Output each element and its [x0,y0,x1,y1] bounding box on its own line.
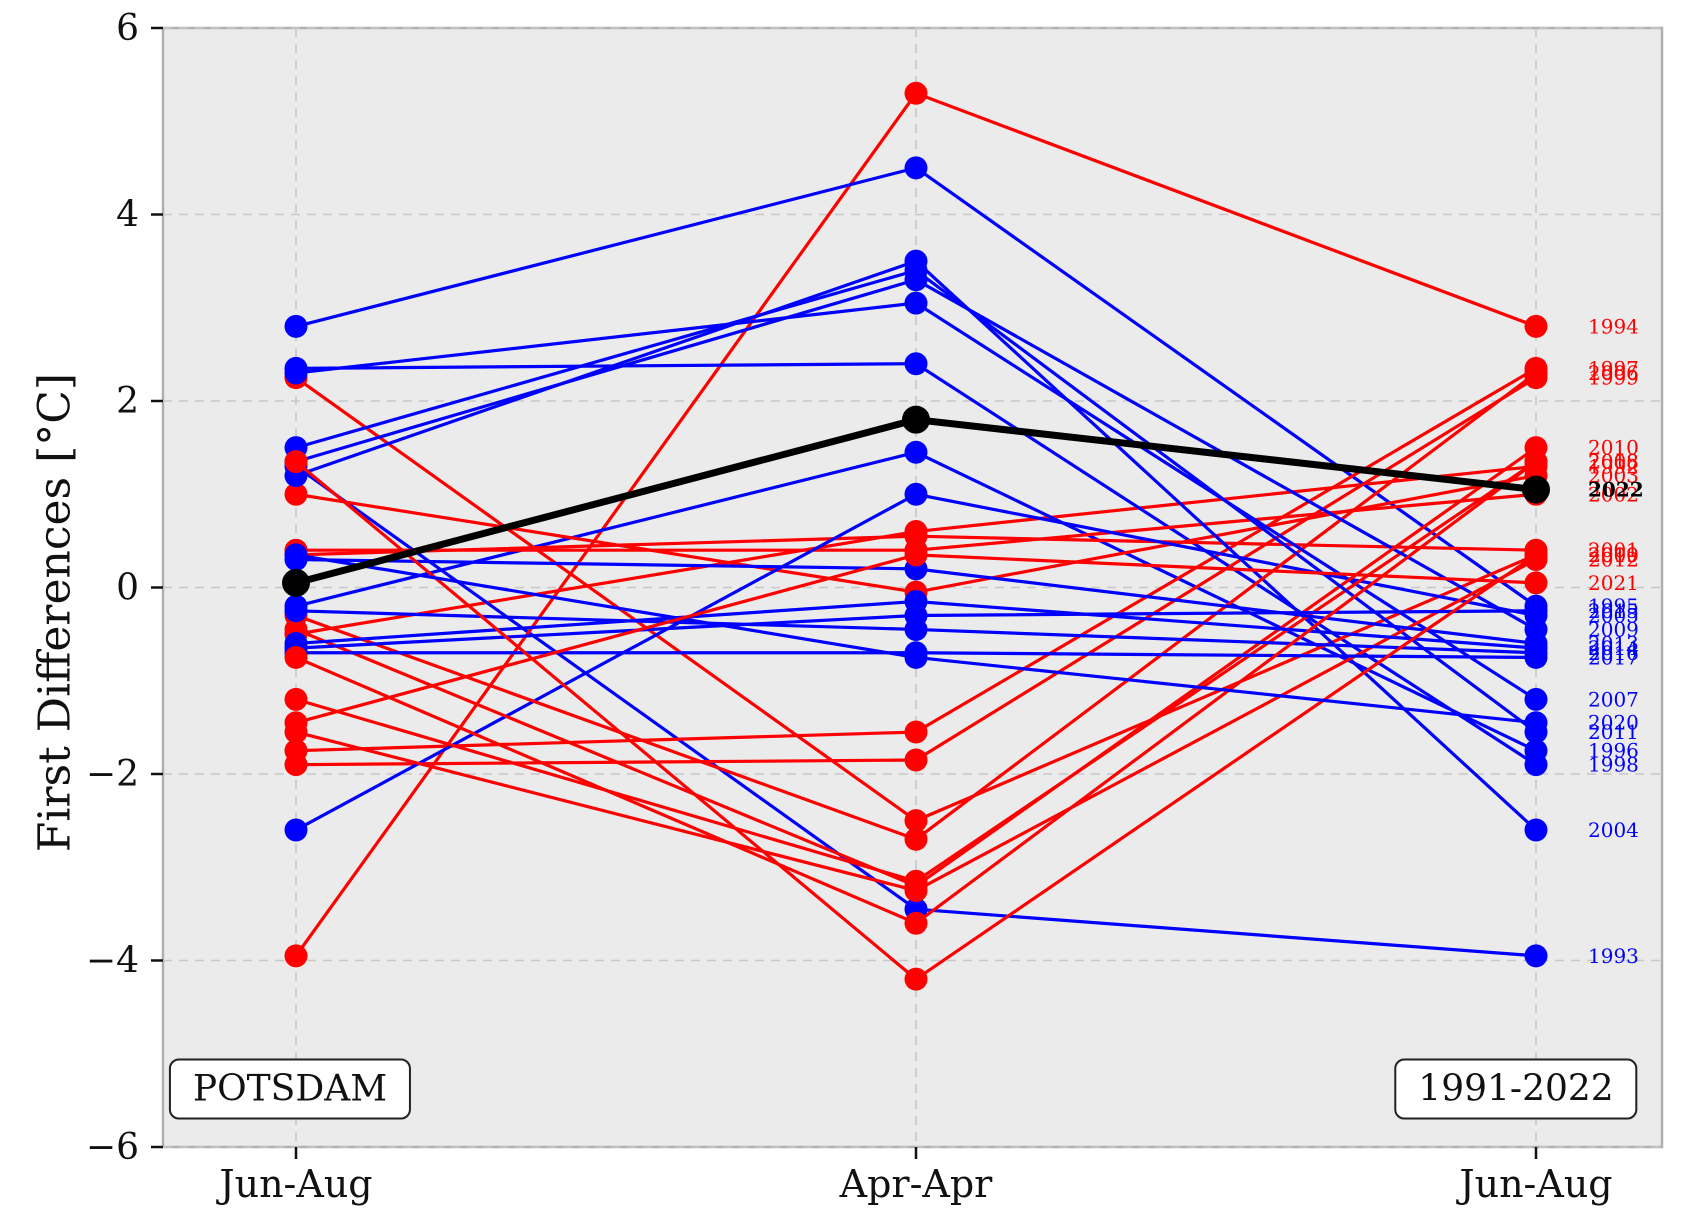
data-point-2006-1 [904,827,928,851]
year-label-2003: 2003 [1588,464,1639,488]
year-label-2019: 2019 [1588,543,1639,567]
data-point-1998-2 [1524,753,1548,777]
year-label-1996: 1996 [1588,739,1639,763]
data-point-2012-1 [904,879,928,903]
y-tick-label: 4 [116,195,139,236]
x-category-jun-aug-left: Jun-Aug [219,1162,373,1206]
year-label-2022: 2022 [1588,478,1644,502]
year-label-1995: 1995 [1588,594,1639,618]
data-point-1997-1 [904,720,928,744]
data-point-2018-2 [1524,450,1548,474]
data-point-1995-0 [284,314,308,338]
year-label-1997: 1997 [1588,356,1639,380]
data-point-1993-2 [1524,944,1548,968]
year-label-2012: 2012 [1588,548,1639,572]
x-category-jun-aug-right: Jun-Aug [1459,1162,1613,1206]
data-point-2020-2 [1524,711,1548,735]
data-point-1995-1 [904,156,928,180]
data-point-1994-0 [284,944,308,968]
year-label-2011: 2011 [1588,720,1639,744]
data-point-1994-2 [1524,314,1548,338]
year-label-1994: 1994 [1588,314,1639,338]
data-point-2018-1 [904,911,928,935]
data-point-2007-1 [904,291,928,315]
data-point-2018-0 [284,645,308,669]
y-tick-label: −4 [86,941,139,982]
data-point-2006-2 [1524,361,1548,385]
y-tick-label: −2 [86,754,139,795]
data-point-2019-1 [904,967,928,991]
year-label-2010: 2010 [1588,436,1639,460]
year-label-2020: 2020 [1588,711,1639,735]
data-point-2020-1 [904,645,928,669]
period-badge: 1991-2022 [1394,1058,1638,1120]
year-label-2002: 2002 [1588,482,1639,506]
y-tick-label: 2 [116,381,139,422]
year-label-1998: 1998 [1588,753,1639,777]
data-point-2000-1 [904,809,928,833]
data-point-2007-0 [284,361,308,385]
year-label-2005: 2005 [1588,603,1639,627]
data-point-1999-0 [284,753,308,777]
year-label-2008: 2008 [1588,450,1639,474]
station-badge: POTSDAM [168,1058,412,1120]
year-label-1992: 1992 [1588,454,1639,478]
year-label-2014: 2014 [1588,636,1639,660]
data-point-2016-0 [284,599,308,623]
data-point-1994-1 [904,81,928,105]
data-point-2007-2 [1524,687,1548,711]
data-point-1998-1 [904,352,928,376]
year-label-1993: 1993 [1588,944,1639,968]
year-label-1999: 1999 [1588,366,1639,390]
year-label-2001: 2001 [1588,538,1639,562]
data-point-2021-0 [284,711,308,735]
year-label-2000: 2000 [1588,543,1639,567]
data-point-2017-2 [1524,645,1548,669]
data-point-2019-2 [1524,543,1548,567]
data-point-2022-0 [282,568,310,597]
year-label-2016: 2016 [1588,641,1639,665]
y-tick-label: 6 [116,8,139,49]
data-point-2015-2 [1524,599,1548,623]
x-category-apr-apr: Apr-Apr [839,1162,993,1206]
year-label-2009: 2009 [1588,617,1639,641]
year-label-2021: 2021 [1588,571,1639,595]
y-tick-label: 0 [116,568,139,609]
data-point-2011-1 [904,258,928,282]
y-tick-label: −6 [86,1127,139,1168]
year-label-2017: 2017 [1588,645,1639,669]
year-label-2007: 2007 [1588,687,1639,711]
year-label-2006: 2006 [1588,361,1639,385]
year-label-2013: 2013 [1588,631,1639,655]
y-axis-title: First Differences [°C] [29,372,81,853]
data-point-2003-0 [284,482,308,506]
data-point-2005-0 [284,818,308,842]
data-point-2005-1 [904,482,928,506]
data-point-1996-1 [904,440,928,464]
data-point-2022-2 [1522,475,1550,504]
data-point-2004-2 [1524,818,1548,842]
data-point-2021-2 [1524,571,1548,595]
year-label-2004: 2004 [1588,818,1639,842]
data-point-2016-1 [904,617,928,641]
data-point-2021-1 [904,543,928,567]
data-point-2008-0 [284,687,308,711]
year-label-2018: 2018 [1588,450,1639,474]
data-point-2020-0 [284,543,308,567]
data-point-1999-1 [904,748,928,772]
year-label-2015: 2015 [1588,599,1639,623]
data-point-2019-0 [284,450,308,474]
data-point-2022-1 [902,405,930,434]
